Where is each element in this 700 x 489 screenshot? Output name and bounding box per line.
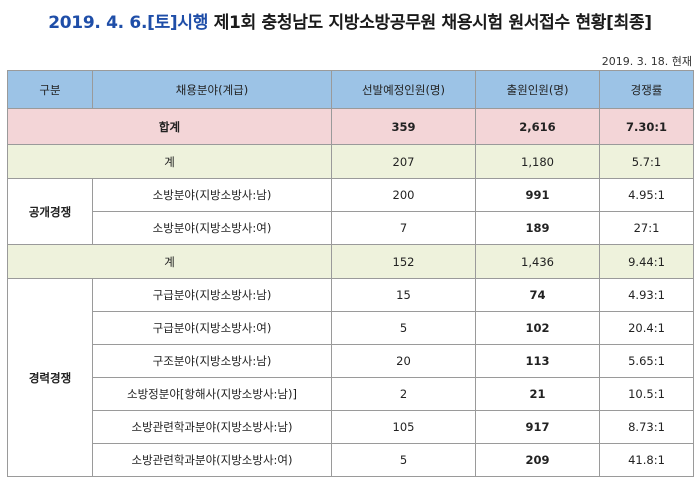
ratio-cell: 4.95:1: [599, 178, 694, 212]
total-label: 합계: [7, 108, 332, 145]
header-row: 구분 채용분야(계급) 선발예정인원(명) 출원인원(명) 경쟁률: [7, 70, 694, 109]
applicants-cell: 189: [475, 211, 600, 245]
ratio-cell: 20.4:1: [599, 311, 694, 345]
field-cell: 구급분야(지방소방사:남): [92, 278, 332, 312]
table-row: 구급분야(지방소방사:여) 5 102 20.4:1: [8, 311, 694, 345]
subtotal-label: 계: [7, 144, 332, 179]
applicants-cell: 991: [475, 178, 600, 212]
open-subtotal-row: 계 207 1,180 5.7:1: [7, 144, 694, 179]
applicants-cell: 102: [475, 311, 600, 345]
group-career-competition: 경력경쟁: [7, 278, 93, 477]
total-planned: 359: [331, 108, 476, 145]
field-cell: 소방관련학과분야(지방소방사:여): [92, 443, 332, 477]
header-planned: 선발예정인원(명): [331, 70, 476, 109]
planned-cell: 105: [331, 410, 476, 444]
exam-date: 2019. 4. 6.[토]시행: [48, 13, 209, 33]
total-applicants: 2,616: [475, 108, 600, 145]
as-of-date: 2019. 3. 18. 현재: [601, 55, 692, 68]
subtotal-planned: 207: [331, 144, 476, 179]
ratio-cell: 27:1: [599, 211, 694, 245]
subtotal-planned: 152: [331, 244, 476, 279]
table-row: 소방관련학과분야(지방소방사:여) 5 209 41.8:1: [8, 443, 694, 477]
table-row: 경력경쟁 구급분야(지방소방사:남) 15 74 4.93:1: [7, 278, 694, 477]
subtotal-applicants: 1,436: [475, 244, 600, 279]
subtotal-ratio: 5.7:1: [599, 144, 694, 179]
header-category: 구분: [7, 70, 93, 109]
field-cell: 소방정분야[항해사(지방소방사:남)]: [92, 377, 332, 411]
applicants-cell: 113: [475, 344, 600, 378]
total-ratio: 7.30:1: [599, 108, 694, 145]
applicants-cell: 917: [475, 410, 600, 444]
table-row: 소방분야(지방소방사:여) 7 189 27:1: [8, 211, 694, 245]
table-row: 구조분야(지방소방사:남) 20 113 5.65:1: [8, 344, 694, 378]
header-ratio: 경쟁률: [599, 70, 694, 109]
planned-cell: 7: [331, 211, 476, 245]
planned-cell: 2: [331, 377, 476, 411]
header-applicants: 출원인원(명): [475, 70, 600, 109]
field-cell: 소방분야(지방소방사:남): [92, 178, 332, 212]
subtotal-label: 계: [7, 244, 332, 279]
title-main: 제1회 충청남도 지방소방공무원 채용시험 원서접수 현황[최종]: [213, 13, 652, 33]
planned-cell: 15: [331, 278, 476, 312]
career-subtotal-row: 계 152 1,436 9.44:1: [7, 244, 694, 279]
ratio-cell: 41.8:1: [599, 443, 694, 477]
application-status-table: 구분 채용분야(계급) 선발예정인원(명) 출원인원(명) 경쟁률 합계 359…: [7, 70, 694, 477]
field-cell: 구조분야(지방소방사:남): [92, 344, 332, 378]
table-row: 공개경쟁 소방분야(지방소방사:남) 200 991 4.95:1: [7, 178, 694, 245]
applicants-cell: 209: [475, 443, 600, 477]
page-title: 2019. 4. 6.[토]시행 제1회 충청남도 지방소방공무원 채용시험 원…: [0, 8, 700, 33]
ratio-cell: 4.93:1: [599, 278, 694, 312]
ratio-cell: 5.65:1: [599, 344, 694, 378]
planned-cell: 20: [331, 344, 476, 378]
planned-cell: 5: [331, 443, 476, 477]
header-field: 채용분야(계급): [92, 70, 332, 109]
planned-cell: 200: [331, 178, 476, 212]
field-cell: 소방관련학과분야(지방소방사:남): [92, 410, 332, 444]
applicants-cell: 21: [475, 377, 600, 411]
table-row: 소방관련학과분야(지방소방사:남) 105 917 8.73:1: [8, 410, 694, 444]
field-cell: 소방분야(지방소방사:여): [92, 211, 332, 245]
planned-cell: 5: [331, 311, 476, 345]
field-cell: 구급분야(지방소방사:여): [92, 311, 332, 345]
subtotal-applicants: 1,180: [475, 144, 600, 179]
applicants-cell: 74: [475, 278, 600, 312]
ratio-cell: 10.5:1: [599, 377, 694, 411]
subtotal-ratio: 9.44:1: [599, 244, 694, 279]
group-open-competition: 공개경쟁: [7, 178, 93, 245]
table-row: 소방정분야[항해사(지방소방사:남)] 2 21 10.5:1: [8, 377, 694, 411]
total-row: 합계 359 2,616 7.30:1: [7, 108, 694, 145]
ratio-cell: 8.73:1: [599, 410, 694, 444]
